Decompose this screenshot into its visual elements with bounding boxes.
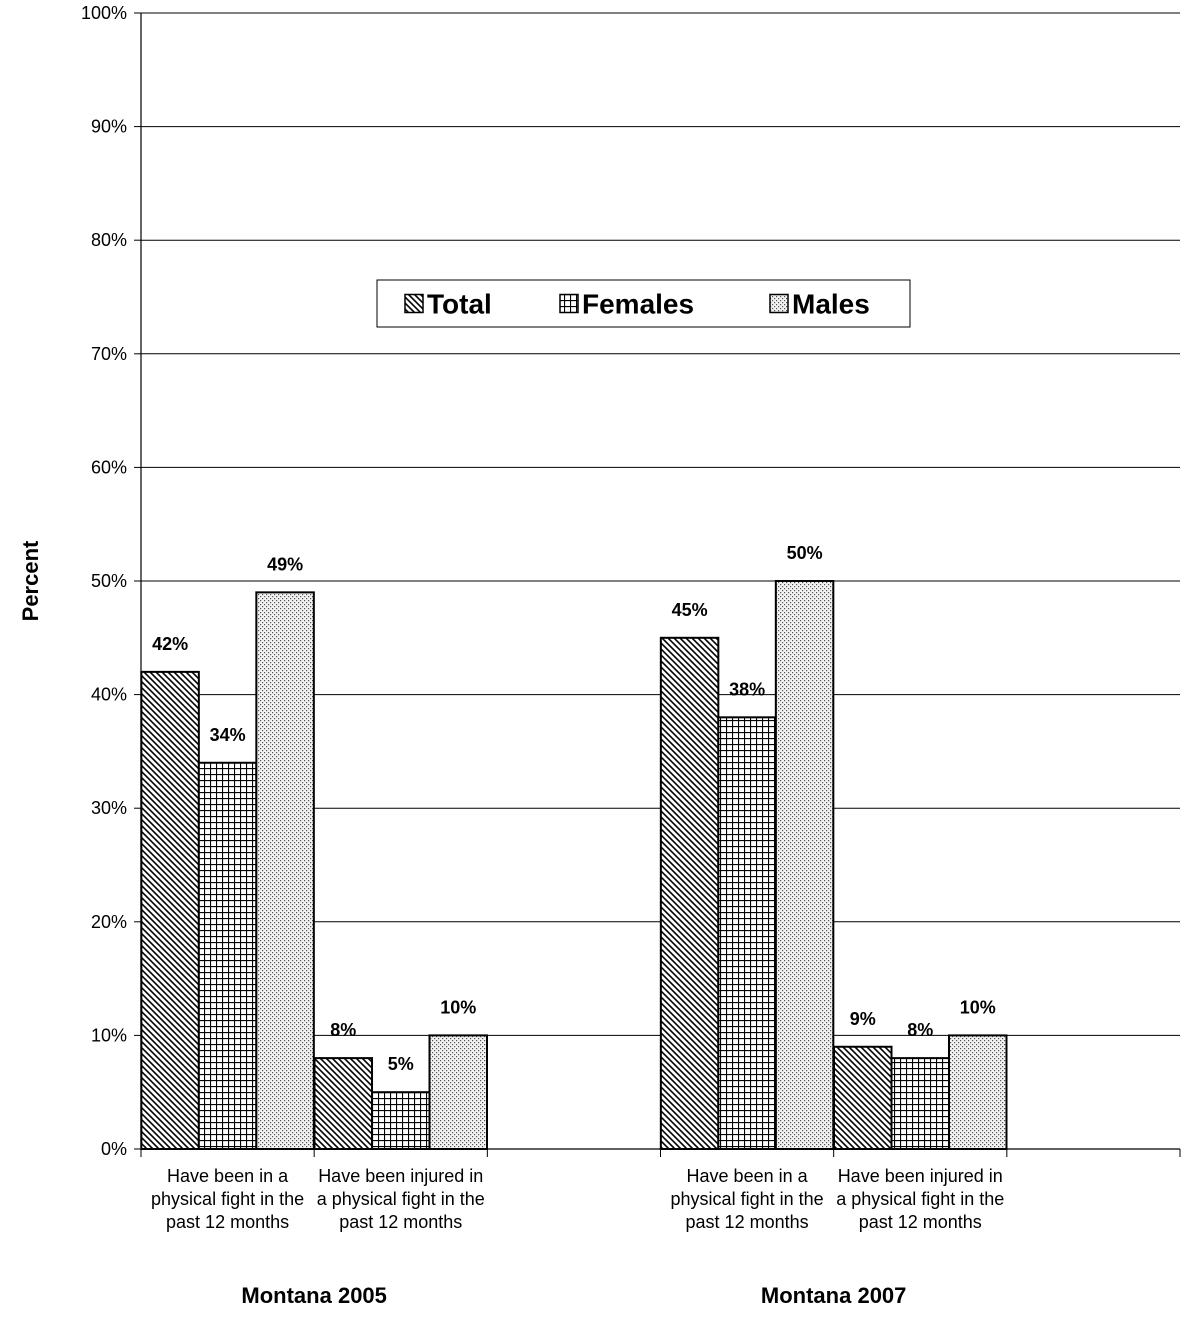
y-tick-label: 40% bbox=[91, 685, 127, 705]
data-label: 50% bbox=[787, 543, 823, 563]
data-label: 10% bbox=[960, 997, 996, 1017]
legend-box bbox=[376, 279, 911, 328]
category-label-line: Have been injured in bbox=[838, 1166, 1003, 1186]
bar-total bbox=[659, 636, 720, 1150]
y-tick-label: 30% bbox=[91, 798, 127, 818]
y-tick-label: 10% bbox=[91, 1025, 127, 1045]
y-tick-label: 60% bbox=[91, 457, 127, 477]
bar-males bbox=[774, 580, 835, 1150]
bar-females bbox=[890, 1057, 950, 1150]
data-label: 49% bbox=[267, 554, 303, 574]
bar-males bbox=[948, 1034, 1008, 1151]
legend-label: Total bbox=[427, 289, 492, 320]
data-label: 38% bbox=[729, 679, 765, 699]
category-label-line: past 12 months bbox=[166, 1212, 289, 1232]
category-label: Have been in a physical fight in the past … bbox=[151, 1166, 304, 1232]
legend-label: Females bbox=[582, 289, 694, 320]
y-tick-label: 70% bbox=[91, 344, 127, 364]
data-label: 34% bbox=[210, 725, 246, 745]
legend: Total Females Males bbox=[376, 279, 911, 328]
y-tick-label: 0% bbox=[101, 1139, 127, 1159]
y-tick-label: 50% bbox=[91, 571, 127, 591]
category-label-line: physical fight in the bbox=[671, 1189, 824, 1209]
data-label: 5% bbox=[388, 1054, 414, 1074]
bar-total bbox=[140, 670, 200, 1150]
data-label: 9% bbox=[850, 1009, 876, 1029]
category-label-line: past 12 months bbox=[339, 1212, 462, 1232]
labels: 0% 10% 20% 30% 40% 50% 60% 70% 80% 90% 100% Percent… bbox=[18, 3, 1004, 1308]
y-tick-label: 90% bbox=[91, 117, 127, 137]
data-label: 10% bbox=[440, 997, 476, 1017]
legend-key-females bbox=[559, 293, 579, 314]
group-label: Montana 2007 bbox=[761, 1283, 907, 1308]
data-label: 8% bbox=[330, 1020, 356, 1040]
data-label: 45% bbox=[672, 600, 708, 620]
legend-key-total bbox=[404, 293, 424, 314]
axes bbox=[134, 12, 1181, 1157]
y-axis-title: Percent bbox=[18, 540, 43, 621]
bar-total bbox=[833, 1045, 893, 1151]
category-label-line: Have been in a bbox=[167, 1166, 289, 1186]
category-label-line: Have been in a bbox=[687, 1166, 809, 1186]
category-label-line: past 12 months bbox=[859, 1212, 982, 1232]
bar-females bbox=[717, 716, 777, 1150]
legend-label: Males bbox=[792, 289, 870, 320]
category-label-line: past 12 months bbox=[686, 1212, 809, 1232]
category-label-line: a physical fight in the bbox=[836, 1189, 1004, 1209]
category-label: Have been in a physical fight in the past … bbox=[671, 1166, 824, 1232]
category-label-line: physical fight in the bbox=[151, 1189, 304, 1209]
bar-females bbox=[371, 1091, 431, 1150]
y-tick-label: 20% bbox=[91, 912, 127, 932]
bar-males bbox=[255, 591, 315, 1150]
legend-key-males bbox=[769, 293, 789, 314]
data-label: 42% bbox=[152, 634, 188, 654]
bars bbox=[140, 580, 1008, 1151]
data-label: 8% bbox=[907, 1020, 933, 1040]
bar-males bbox=[428, 1034, 488, 1151]
category-label: Have been injured in a physical fight in … bbox=[317, 1166, 485, 1232]
category-label-line: Have been injured in bbox=[318, 1166, 483, 1186]
bar-total bbox=[313, 1057, 373, 1150]
bar-females bbox=[197, 761, 258, 1150]
category-label: Have been injured in a physical fight in … bbox=[836, 1166, 1004, 1232]
y-tick-label: 100% bbox=[81, 3, 127, 23]
y-tick-label: 80% bbox=[91, 230, 127, 250]
category-label-line: a physical fight in the bbox=[317, 1189, 485, 1209]
group-label: Montana 2005 bbox=[241, 1283, 387, 1308]
